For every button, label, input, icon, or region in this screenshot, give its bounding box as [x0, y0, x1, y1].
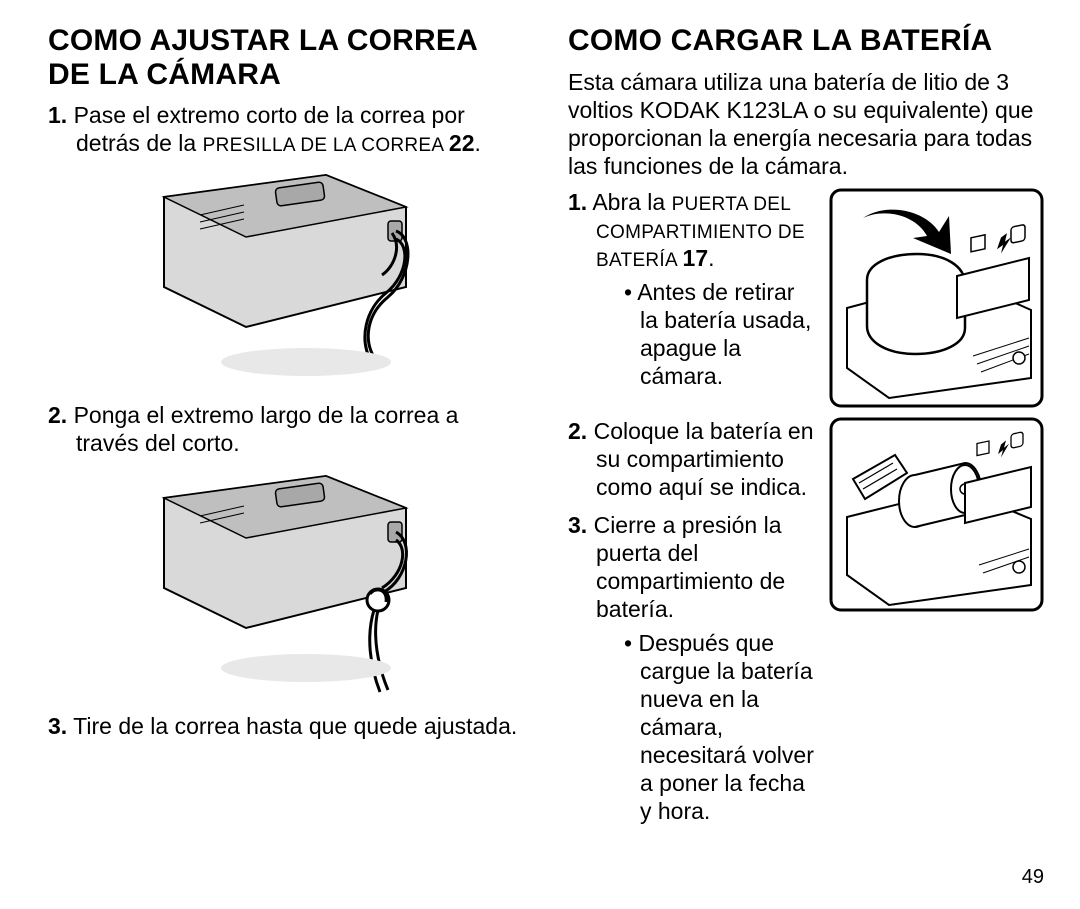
step-number: 1.	[568, 189, 587, 215]
part-ref-number: 22	[449, 130, 475, 156]
step-number: 2.	[568, 418, 587, 444]
right-step-3-sub: Después que cargue la batería nueva en l…	[596, 629, 817, 825]
part-ref-number: 17	[683, 245, 709, 271]
right-steps-1: 1. Abra la PUERTA DEL COMPARTIMIENTO DE …	[568, 188, 817, 391]
right-step-3: 3. Cierre a presión la puerta del compar…	[568, 511, 817, 826]
step-number: 3.	[48, 713, 67, 739]
step-text: Coloque la batería en su compartimiento …	[594, 418, 814, 500]
left-title: COMO AJUSTAR LA CORREA DE LA CÁMARA	[48, 24, 524, 91]
left-steps-2: 2. Ponga el extremo largo de la correa a…	[48, 401, 524, 457]
right-step-1-row: 1. Abra la PUERTA DEL COMPARTIMIENTO DE …	[568, 188, 1044, 413]
sub-bullet: Después que cargue la batería nueva en l…	[596, 629, 817, 825]
right-step-2: 2. Coloque la batería en su compartimien…	[568, 417, 817, 501]
right-steps-2: 2. Coloque la batería en su compartimien…	[568, 417, 817, 826]
battery-figure-2	[829, 417, 1044, 617]
part-ref-smallcaps: PRESILLA DE LA CORREA	[203, 135, 449, 156]
step-text: Tire de la correa hasta que quede ajusta…	[73, 713, 517, 739]
step-number: 3.	[568, 512, 587, 538]
left-step-2: 2. Ponga el extremo largo de la correa a…	[48, 401, 524, 457]
step-number: 1.	[48, 102, 67, 128]
step-number: 2.	[48, 402, 67, 428]
step-text: Abra la	[592, 189, 671, 215]
step-text: Ponga el extremo largo de la correa a tr…	[74, 402, 459, 456]
left-steps: 1. Pase el extremo corto de la correa po…	[48, 101, 524, 157]
sub-bullet: Antes de retirar la batería usada, apagu…	[596, 278, 817, 390]
battery-figure-1	[829, 188, 1044, 413]
left-column: COMO AJUSTAR LA CORREA DE LA CÁMARA 1. P…	[48, 24, 524, 889]
right-step-2-row: 2. Coloque la batería en su compartimien…	[568, 417, 1044, 836]
strap-figure-2	[156, 468, 416, 698]
left-step-3: 3. Tire de la correa hasta que quede aju…	[48, 712, 524, 740]
right-step-1-sub: Antes de retirar la batería usada, apagu…	[596, 278, 817, 390]
right-lead: Esta cámara utiliza una batería de litio…	[568, 68, 1044, 180]
left-steps-3: 3. Tire de la correa hasta que quede aju…	[48, 712, 524, 740]
manual-page: COMO AJUSTAR LA CORREA DE LA CÁMARA 1. P…	[48, 24, 1044, 889]
right-title: COMO CARGAR LA BATERÍA	[568, 24, 1044, 58]
right-step-1: 1. Abra la PUERTA DEL COMPARTIMIENTO DE …	[568, 188, 817, 391]
step-tail: .	[708, 245, 714, 271]
strap-figure-1	[156, 167, 416, 387]
step-text: Cierre a presión la puerta del compartim…	[594, 512, 786, 622]
right-column: COMO CARGAR LA BATERÍA Esta cámara utili…	[568, 24, 1044, 889]
page-number: 49	[1022, 866, 1044, 889]
left-step-1: 1. Pase el extremo corto de la correa po…	[48, 101, 524, 157]
step-tail: .	[475, 130, 481, 156]
